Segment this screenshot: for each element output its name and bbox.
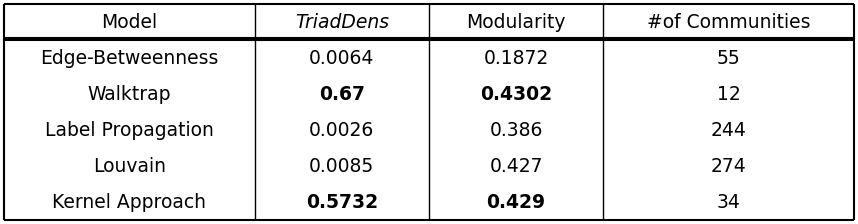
Text: 34: 34 <box>716 192 740 211</box>
Text: 0.0026: 0.0026 <box>309 121 374 140</box>
Text: Louvain: Louvain <box>93 157 166 175</box>
Text: 244: 244 <box>710 121 746 140</box>
Text: 0.1872: 0.1872 <box>484 49 549 67</box>
Text: 0.0085: 0.0085 <box>309 157 374 175</box>
Text: Edge-Betweenness: Edge-Betweenness <box>40 49 219 67</box>
Text: TriadDens: TriadDens <box>295 13 389 32</box>
Text: Modularity: Modularity <box>467 13 566 32</box>
Text: Walktrap: Walktrap <box>88 84 171 103</box>
Text: #of Communities: #of Communities <box>647 13 810 32</box>
Text: 0.4302: 0.4302 <box>480 84 553 103</box>
Text: 55: 55 <box>716 49 740 67</box>
Text: 0.0064: 0.0064 <box>309 49 375 67</box>
Text: 0.429: 0.429 <box>486 192 546 211</box>
Text: 274: 274 <box>710 157 746 175</box>
Text: Kernel Approach: Kernel Approach <box>52 192 207 211</box>
Text: 0.5732: 0.5732 <box>305 192 378 211</box>
Text: 0.427: 0.427 <box>489 157 543 175</box>
Text: 0.67: 0.67 <box>319 84 365 103</box>
Text: 12: 12 <box>716 84 740 103</box>
Text: 0.386: 0.386 <box>489 121 543 140</box>
Text: Model: Model <box>101 13 157 32</box>
Text: Label Propagation: Label Propagation <box>45 121 214 140</box>
